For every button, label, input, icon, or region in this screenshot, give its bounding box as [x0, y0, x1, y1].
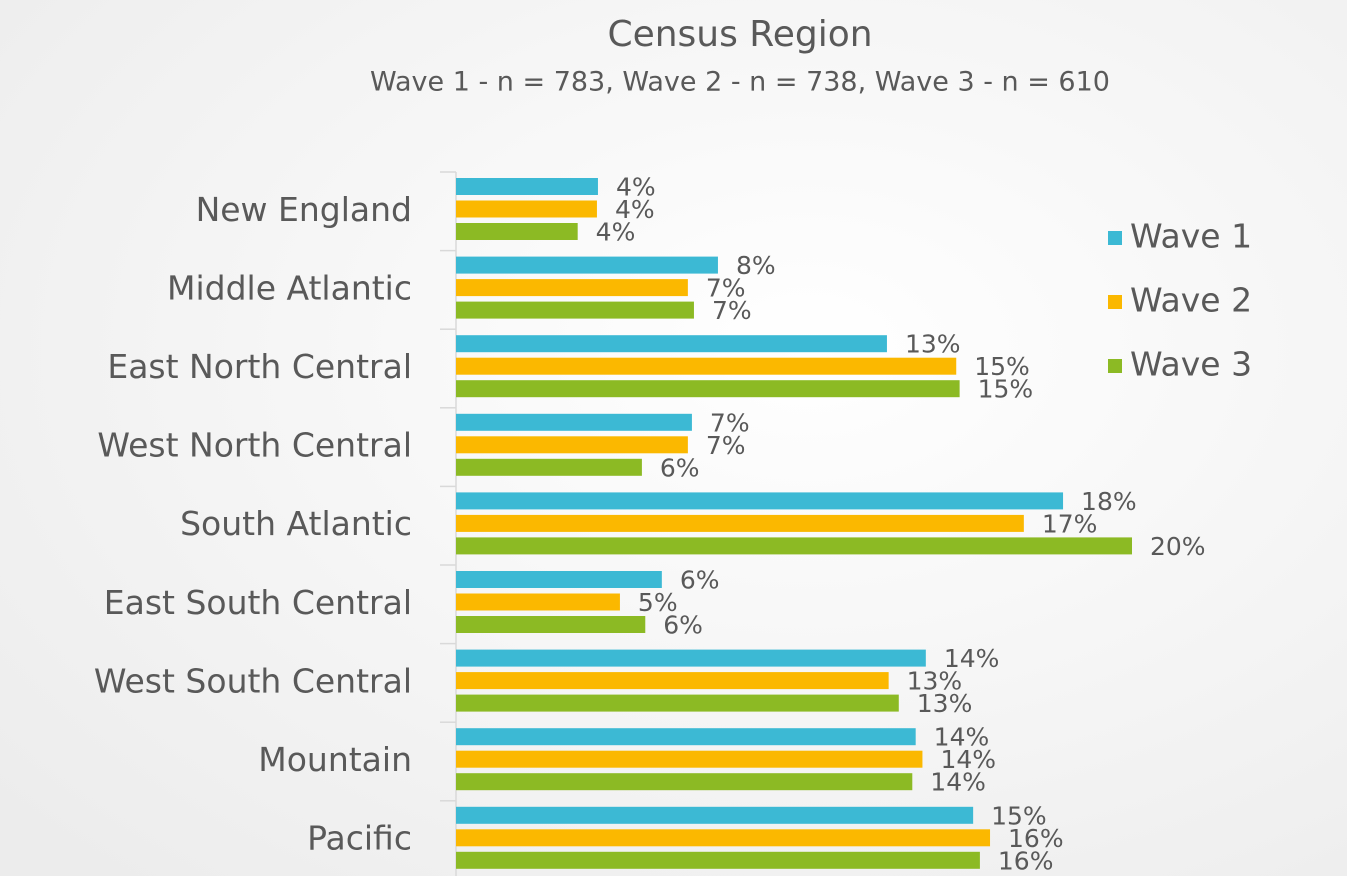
legend-label: Wave 2 [1130, 281, 1252, 320]
bar [456, 413, 692, 431]
bar [456, 728, 916, 746]
category-label: West South Central [94, 661, 412, 700]
bar [456, 279, 688, 297]
bar [456, 436, 688, 454]
category-label: Middle Atlantic [167, 268, 412, 307]
bar [456, 335, 887, 353]
data-label: 20% [1150, 532, 1206, 561]
bar [456, 593, 620, 611]
bar [456, 200, 597, 218]
bar [456, 357, 957, 375]
data-label: 6% [660, 453, 700, 482]
data-label: 14% [930, 768, 986, 797]
data-label: 7% [706, 431, 746, 460]
bar [456, 571, 662, 588]
bar [456, 301, 694, 319]
data-label: 6% [680, 566, 720, 595]
bar [456, 256, 718, 274]
data-label: 14% [934, 723, 990, 752]
chart-title: Census Region [607, 14, 872, 55]
data-label: 15% [991, 801, 1047, 830]
category-label: West North Central [97, 426, 412, 465]
bar [456, 773, 913, 791]
data-label: 13% [917, 689, 973, 718]
bar [456, 178, 598, 195]
bar [456, 616, 646, 633]
bar [456, 851, 980, 869]
data-label: 14% [944, 644, 1000, 673]
bar [456, 458, 642, 476]
data-label: 4% [615, 195, 655, 224]
data-label: 8% [736, 251, 776, 280]
data-label: 7% [712, 296, 752, 325]
bar [456, 672, 889, 690]
bar [456, 806, 974, 824]
bar [456, 649, 926, 667]
bar [456, 829, 991, 847]
legend-swatch [1108, 295, 1122, 309]
bar [456, 380, 960, 398]
data-label: 13% [905, 330, 961, 359]
legend-label: Wave 1 [1130, 217, 1252, 256]
category-label: South Atlantic [180, 504, 412, 543]
data-label: 5% [638, 588, 678, 617]
data-label: 16% [998, 846, 1054, 875]
data-label: 14% [940, 745, 996, 774]
legend-swatch [1108, 231, 1122, 245]
bar [456, 492, 1064, 510]
category-label: East North Central [107, 347, 412, 386]
legend-swatch [1108, 359, 1122, 373]
data-label: 13% [907, 667, 963, 696]
data-label: 18% [1081, 487, 1137, 516]
data-label: 17% [1042, 509, 1098, 538]
bar [456, 750, 923, 768]
data-label: 7% [706, 274, 746, 303]
bar [456, 223, 578, 240]
legend-label: Wave 3 [1130, 345, 1252, 384]
data-label: 4% [596, 218, 636, 247]
bar [456, 514, 1024, 532]
data-label: 15% [978, 375, 1034, 404]
category-label: East South Central [104, 583, 412, 622]
category-label: New England [196, 190, 412, 229]
category-label: Mountain [258, 740, 412, 779]
data-label: 4% [616, 173, 656, 202]
data-label: 7% [710, 408, 750, 437]
bar [456, 537, 1132, 555]
category-label: Pacific [307, 819, 412, 858]
data-label: 16% [1008, 824, 1064, 853]
data-label: 6% [663, 611, 703, 640]
bar [456, 694, 899, 712]
data-label: 15% [974, 352, 1030, 381]
chart-subtitle: Wave 1 - n = 783, Wave 2 - n = 738, Wave… [370, 67, 1110, 98]
